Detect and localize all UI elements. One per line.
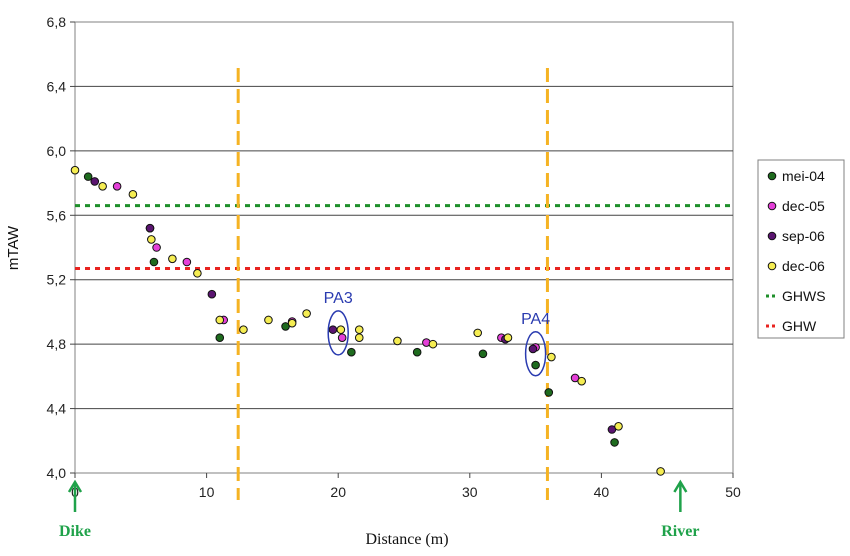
- point-dec-06: [168, 254, 177, 264]
- point-mei-04: [347, 347, 356, 357]
- end-label: River: [661, 523, 699, 540]
- point-dec-06: [354, 333, 364, 343]
- point-dec-06: [656, 467, 665, 476]
- point-sep-06: [145, 223, 155, 233]
- x-axis-label: Distance (m): [365, 531, 448, 548]
- y-axis-label: mTAW: [5, 225, 22, 270]
- point-dec-05: [337, 333, 347, 343]
- legend-box: [757, 159, 845, 339]
- annotation-label: PA4: [521, 311, 550, 328]
- point-dec-05: [182, 257, 192, 267]
- annotation-label: PA3: [324, 290, 353, 307]
- point-dec-06: [239, 325, 248, 334]
- gridlines: [75, 85, 733, 410]
- point-dec-06: [193, 268, 202, 278]
- point-dec-06: [70, 165, 80, 175]
- point-mei-04: [149, 257, 159, 267]
- legend-marker: [767, 201, 777, 211]
- y-tick-label: 6,8: [47, 14, 67, 30]
- annotation-ellipse: [327, 310, 349, 356]
- x-tick-label: 50: [725, 484, 741, 500]
- point-dec-06: [98, 181, 107, 191]
- y-tick-label: 6,0: [47, 143, 67, 159]
- point-mei-04: [215, 333, 225, 343]
- point-mei-04: [478, 349, 488, 359]
- data-points: [70, 165, 665, 476]
- y-tick-label: 6,4: [47, 78, 67, 94]
- y-tick-label: 4,0: [47, 465, 67, 481]
- x-tick-label: 40: [594, 484, 610, 500]
- legend-label: mei-04: [782, 168, 825, 184]
- point-mei-04: [531, 360, 540, 370]
- point-dec-06: [128, 190, 138, 199]
- legend-marker: [767, 171, 777, 181]
- point-mei-04: [412, 347, 422, 357]
- point-dec-06: [473, 328, 482, 338]
- point-mei-04: [544, 388, 554, 397]
- point-sep-06: [528, 344, 538, 354]
- up-arrow-head-icon: [67, 479, 83, 493]
- y-tick-label: 4,4: [47, 401, 67, 417]
- point-mei-04: [610, 438, 619, 447]
- point-dec-05: [112, 181, 122, 191]
- legend: mei-04 dec-05 sep-06 dec-06 GHWS GHW: [766, 168, 826, 334]
- x-tick-label: 10: [199, 484, 215, 500]
- x-axis-ticks: 01020304050: [71, 473, 741, 500]
- legend-label: dec-05: [782, 198, 825, 214]
- y-tick-label: 5,2: [47, 272, 67, 288]
- point-sep-06: [328, 325, 338, 334]
- point-dec-06: [302, 309, 311, 318]
- legend-marker: [767, 261, 777, 271]
- y-axis-ticks: 4,0 4,4 4,8 5,2 5,6 6,0 6,4 6,8: [47, 14, 75, 481]
- plot-area: [74, 21, 734, 474]
- point-dec-06: [547, 352, 556, 362]
- legend-label: dec-06: [782, 258, 825, 274]
- point-dec-06: [336, 325, 346, 334]
- point-dec-06: [147, 235, 156, 244]
- point-sep-06: [207, 289, 217, 299]
- point-dec-06: [428, 339, 438, 349]
- point-dec-06: [215, 315, 225, 325]
- up-arrow-head-icon: [673, 479, 688, 493]
- legend-label: sep-06: [782, 228, 825, 244]
- point-dec-06: [264, 315, 273, 325]
- point-dec-06: [354, 325, 364, 334]
- vertical-dashed-lines: [236, 68, 549, 500]
- point-dec-05: [152, 243, 161, 252]
- point-dec-06: [614, 421, 623, 431]
- y-tick-label: 5,6: [47, 207, 67, 223]
- legend-marker: [767, 231, 777, 241]
- end-labels: Dike River: [59, 479, 699, 540]
- end-label: Dike: [59, 523, 91, 540]
- x-tick-label: 30: [462, 484, 478, 500]
- point-dec-06: [503, 333, 513, 343]
- y-tick-label: 4,8: [47, 336, 67, 352]
- legend-label: GHWS: [782, 288, 826, 304]
- x-tick-label: 20: [330, 484, 346, 500]
- point-dec-06: [577, 376, 586, 386]
- point-sep-06: [90, 177, 100, 186]
- annotation-ellipse: [524, 331, 547, 377]
- point-dec-06: [393, 336, 402, 346]
- point-mei-04: [83, 172, 93, 181]
- point-dec-06: [287, 318, 297, 328]
- annotations: PA3 PA4: [324, 290, 550, 377]
- legend-label: GHW: [782, 318, 817, 334]
